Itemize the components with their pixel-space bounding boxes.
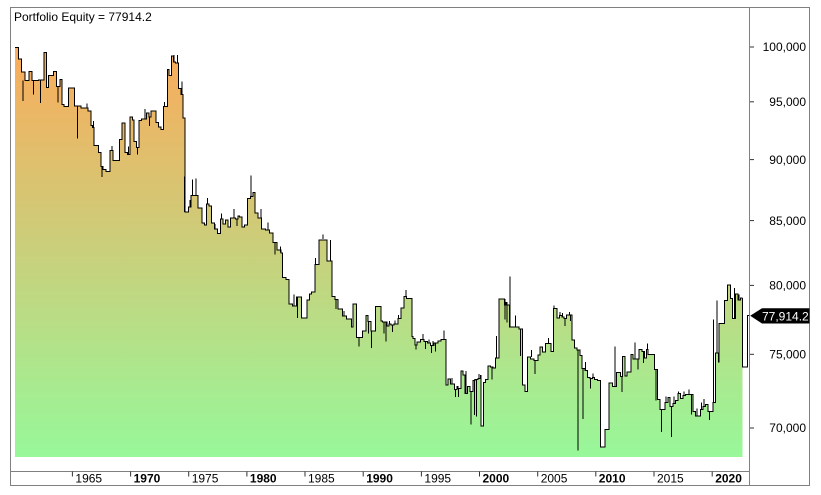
- svg-text:1995: 1995: [424, 472, 451, 486]
- svg-text:2015: 2015: [657, 472, 684, 486]
- svg-text:1965: 1965: [75, 472, 102, 486]
- svg-text:2005: 2005: [541, 472, 568, 486]
- svg-text:2000: 2000: [483, 472, 510, 486]
- svg-text:1975: 1975: [192, 472, 219, 486]
- svg-text:95,000: 95,000: [769, 95, 806, 109]
- svg-text:Portfolio Equity = 77914.2: Portfolio Equity = 77914.2: [14, 10, 152, 24]
- svg-text:1970: 1970: [134, 472, 161, 486]
- svg-text:1990: 1990: [366, 472, 393, 486]
- svg-text:90,000: 90,000: [769, 153, 806, 167]
- svg-text:80,000: 80,000: [769, 279, 806, 293]
- svg-text:75,000: 75,000: [769, 348, 806, 362]
- svg-text:2020: 2020: [715, 472, 742, 486]
- svg-text:100,000: 100,000: [763, 40, 807, 54]
- svg-text:1980: 1980: [250, 472, 277, 486]
- svg-text:2010: 2010: [599, 472, 626, 486]
- svg-text:85,000: 85,000: [769, 214, 806, 228]
- svg-text:1985: 1985: [308, 472, 335, 486]
- svg-text:70,000: 70,000: [769, 421, 806, 435]
- svg-text:77,914.2: 77,914.2: [762, 309, 809, 323]
